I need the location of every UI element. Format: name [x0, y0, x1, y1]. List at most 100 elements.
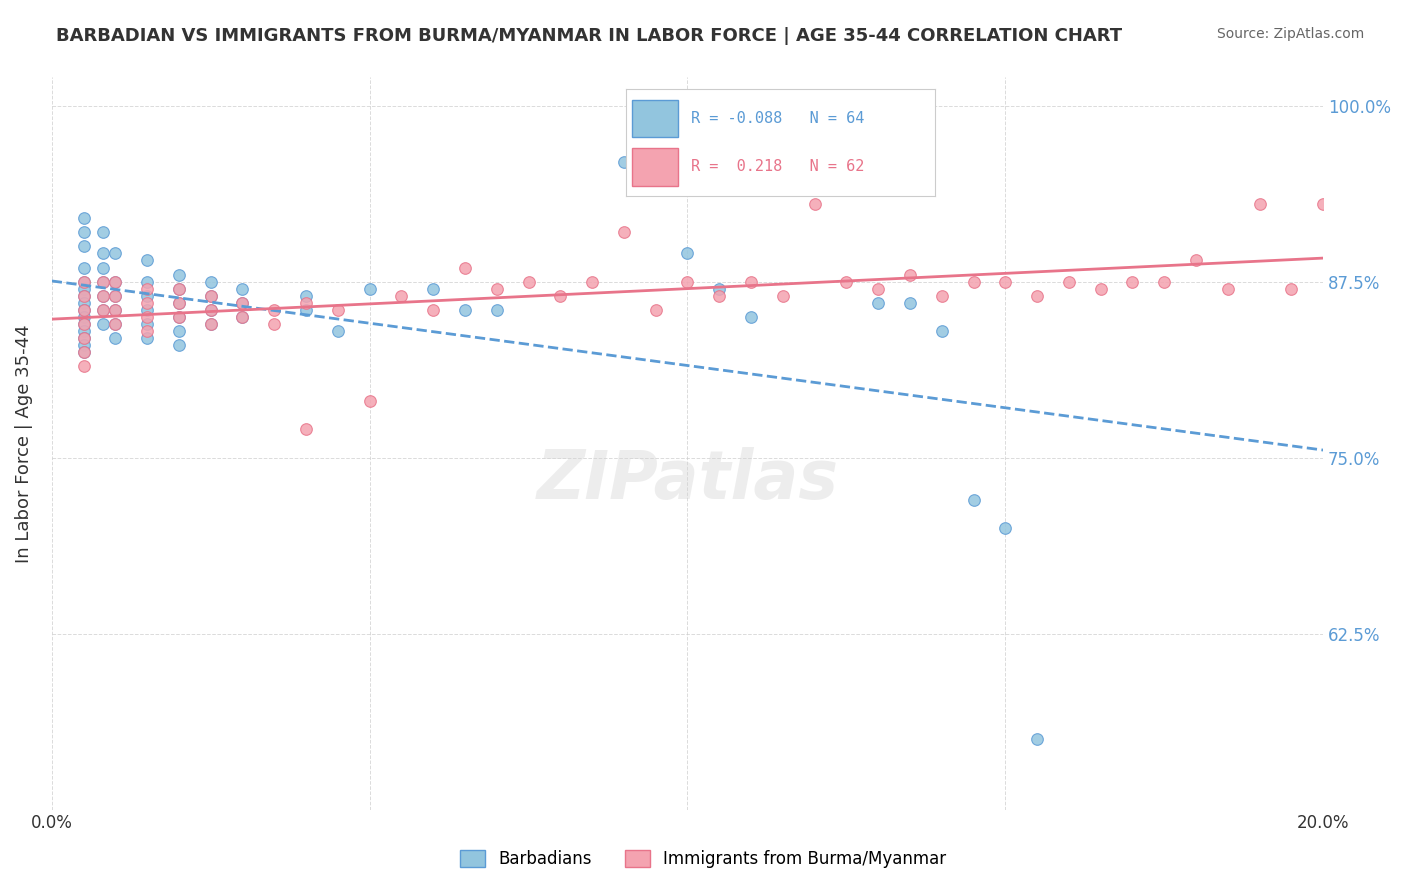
Point	[72, 225, 94, 239]
Point	[709, 282, 731, 296]
Point	[613, 225, 636, 239]
Point	[167, 295, 190, 310]
Point	[676, 246, 699, 260]
Point	[72, 331, 94, 345]
Point	[454, 302, 477, 317]
Point	[104, 275, 127, 289]
Point	[91, 275, 114, 289]
Point	[613, 155, 636, 169]
Point	[200, 288, 222, 302]
Point	[422, 302, 444, 317]
Point	[1216, 282, 1239, 296]
Point	[72, 359, 94, 373]
Point	[231, 295, 253, 310]
Point	[72, 338, 94, 352]
Point	[1057, 275, 1080, 289]
Point	[200, 302, 222, 317]
Point	[931, 324, 953, 338]
Point	[136, 317, 159, 331]
Point	[72, 345, 94, 359]
Point	[72, 310, 94, 324]
Point	[91, 317, 114, 331]
Point	[1153, 275, 1175, 289]
Point	[898, 268, 921, 282]
Point	[231, 310, 253, 324]
Point	[263, 302, 285, 317]
Point	[200, 317, 222, 331]
Point	[167, 310, 190, 324]
Point	[1090, 282, 1112, 296]
Point	[72, 302, 94, 317]
Point	[962, 492, 984, 507]
Point	[200, 317, 222, 331]
Point	[200, 275, 222, 289]
Point	[136, 282, 159, 296]
Point	[136, 310, 159, 324]
Point	[167, 268, 190, 282]
Point	[868, 295, 890, 310]
Point	[136, 324, 159, 338]
Point	[167, 282, 190, 296]
Point	[994, 275, 1017, 289]
Point	[136, 295, 159, 310]
Point	[104, 288, 127, 302]
Point	[485, 282, 508, 296]
Point	[295, 422, 318, 436]
Point	[136, 253, 159, 268]
Point	[994, 521, 1017, 535]
Point	[517, 275, 540, 289]
Point	[359, 394, 381, 409]
Point	[91, 288, 114, 302]
Point	[200, 302, 222, 317]
Point	[231, 310, 253, 324]
Point	[931, 288, 953, 302]
Point	[1312, 197, 1334, 211]
Point	[644, 302, 666, 317]
Point	[1121, 275, 1143, 289]
Point	[295, 302, 318, 317]
Text: ZIPatlas: ZIPatlas	[537, 447, 838, 513]
Point	[136, 331, 159, 345]
Point	[485, 302, 508, 317]
Y-axis label: In Labor Force | Age 35-44: In Labor Force | Age 35-44	[15, 324, 32, 563]
Point	[740, 275, 762, 289]
Point	[72, 211, 94, 226]
Point	[91, 225, 114, 239]
Point	[676, 275, 699, 289]
Point	[72, 288, 94, 302]
Point	[72, 275, 94, 289]
Point	[359, 282, 381, 296]
Point	[104, 317, 127, 331]
Point	[136, 288, 159, 302]
Point	[91, 260, 114, 275]
Point	[72, 282, 94, 296]
Point	[454, 260, 477, 275]
Point	[91, 246, 114, 260]
Point	[72, 302, 94, 317]
Point	[167, 338, 190, 352]
Point	[1026, 288, 1049, 302]
Point	[72, 345, 94, 359]
Point	[772, 288, 794, 302]
Point	[422, 282, 444, 296]
Point	[104, 302, 127, 317]
Point	[803, 197, 825, 211]
Point	[104, 317, 127, 331]
Point	[550, 288, 572, 302]
Point	[295, 295, 318, 310]
Point	[91, 288, 114, 302]
Point	[72, 275, 94, 289]
Point	[167, 282, 190, 296]
Text: R =  0.218   N = 62: R = 0.218 N = 62	[690, 159, 865, 174]
Point	[263, 317, 285, 331]
Point	[1279, 282, 1302, 296]
Legend: Barbadians, Immigrants from Burma/Myanmar: Barbadians, Immigrants from Burma/Myanma…	[453, 843, 953, 875]
FancyBboxPatch shape	[631, 100, 678, 137]
Point	[104, 331, 127, 345]
Point	[104, 288, 127, 302]
Point	[389, 288, 412, 302]
Point	[167, 324, 190, 338]
Point	[326, 324, 349, 338]
Text: Source: ZipAtlas.com: Source: ZipAtlas.com	[1216, 27, 1364, 41]
Point	[835, 275, 858, 289]
